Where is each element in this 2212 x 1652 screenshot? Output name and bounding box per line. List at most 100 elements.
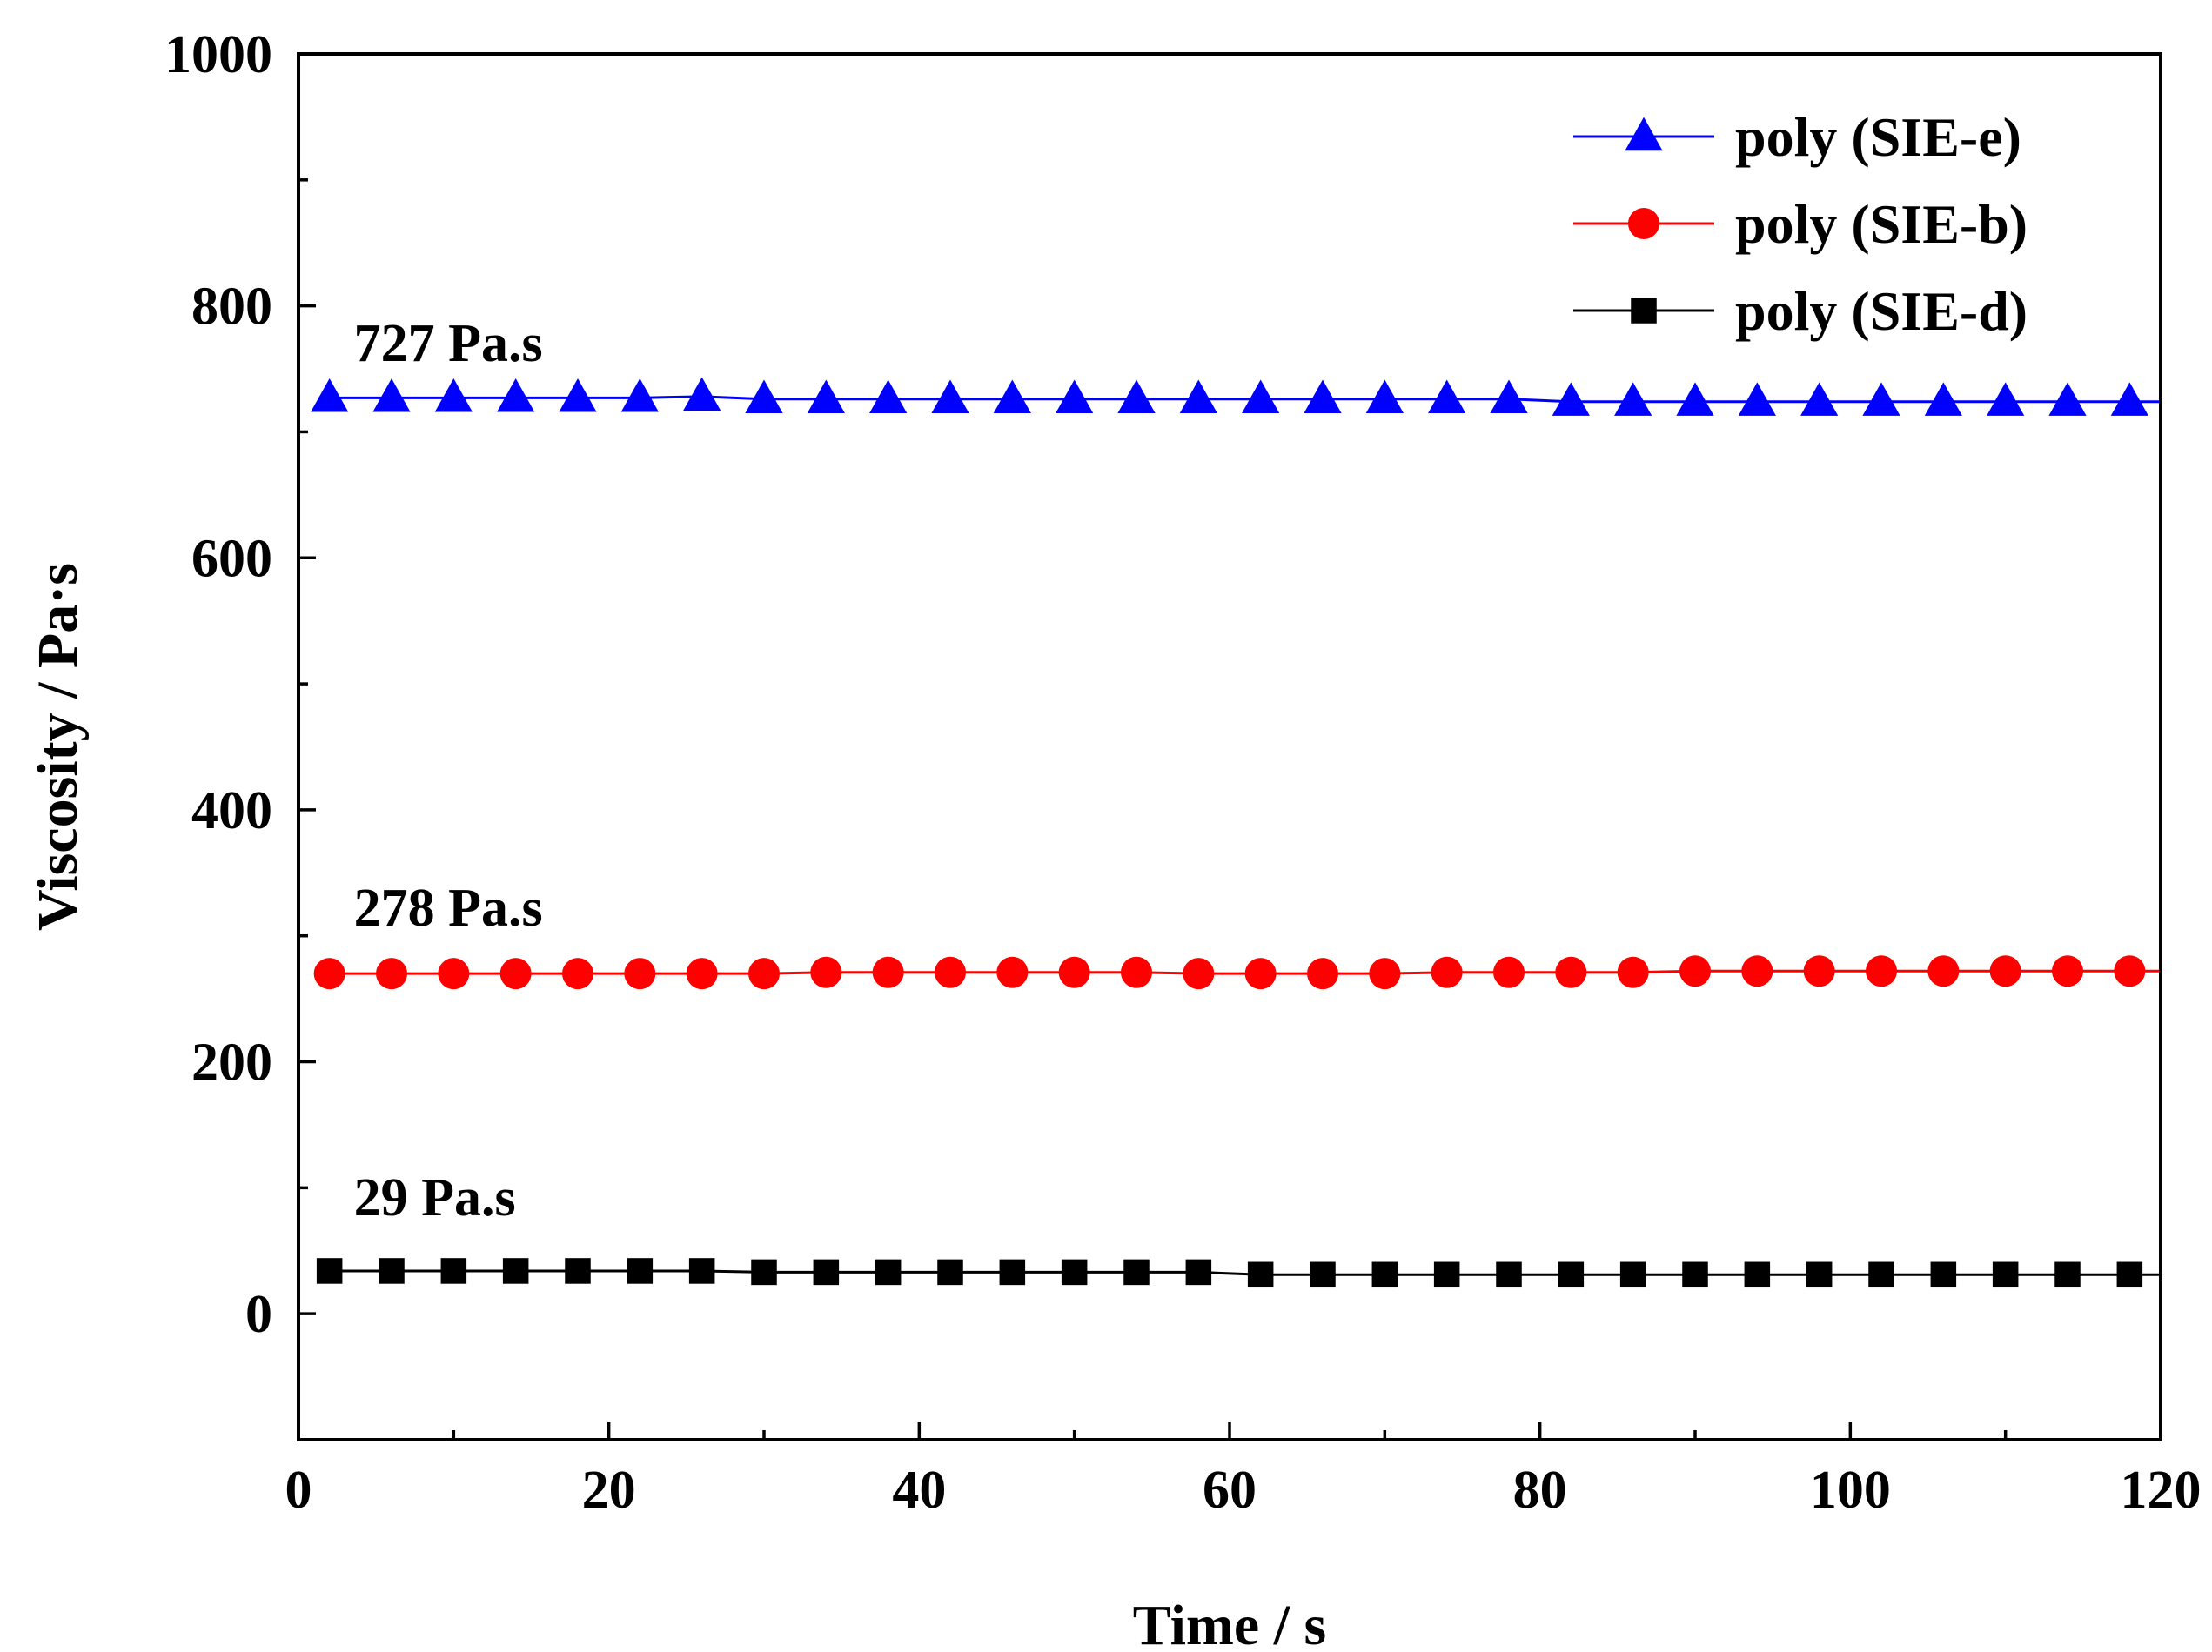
data-point [2110, 382, 2148, 416]
data-point [1428, 379, 1466, 414]
y-tick-label: 0 [245, 1285, 272, 1344]
series-0 [311, 377, 2161, 416]
legend-marker [1628, 208, 1659, 239]
data-point [565, 1258, 591, 1284]
data-point [1682, 1261, 1708, 1288]
data-point [311, 378, 349, 412]
data-point [1924, 382, 1962, 416]
y-tick-label: 600 [191, 529, 272, 588]
series-2 [316, 1258, 2161, 1288]
data-point [1433, 1261, 1460, 1288]
y-tick-label: 1000 [164, 25, 272, 84]
data-point [376, 958, 407, 990]
data-point [1061, 1259, 1088, 1286]
data-point [748, 958, 780, 990]
axes-layer: 0 20 40 60 80 100 120 0 200 400 600 800 1000 [164, 25, 2202, 1520]
value-annotation: 278 Pa.s [354, 879, 543, 938]
data-point [1496, 1261, 1522, 1288]
y-tick-label: 400 [191, 781, 272, 840]
data-point [1619, 1261, 1646, 1288]
data-point [1242, 379, 1280, 414]
legend: poly (SIE-e) poly (SIE-b) poly (SIE-d) [1573, 106, 2028, 342]
data-point [1365, 379, 1404, 414]
data-point [316, 1258, 343, 1284]
data-point [1676, 382, 1714, 416]
value-annotation: 727 Pa.s [354, 314, 543, 373]
data-point [1866, 955, 1897, 987]
data-point [1058, 956, 1090, 988]
data-point [1179, 379, 1217, 414]
data-point [1369, 958, 1401, 990]
data-point [1679, 955, 1711, 987]
data-point [1987, 382, 2025, 416]
series-layer [311, 377, 2161, 1288]
data-point [624, 958, 656, 990]
data-point [1555, 956, 1587, 988]
data-point [875, 1259, 902, 1286]
data-point [1371, 1261, 1398, 1288]
data-point [683, 377, 721, 411]
data-point [869, 379, 908, 414]
data-point [499, 958, 532, 990]
data-point [1490, 379, 1528, 414]
data-point [1123, 1259, 1150, 1286]
data-point [559, 378, 597, 412]
legend-label: poly (SIE-b) [1735, 193, 2028, 255]
data-point [1803, 955, 1835, 987]
x-tick-label: 80 [1513, 1461, 1567, 1520]
value-annotation: 29 Pa.s [354, 1168, 516, 1227]
data-point [2052, 955, 2083, 987]
data-point [434, 378, 473, 412]
data-point [2114, 955, 2146, 987]
data-point [807, 379, 845, 414]
data-point [1992, 1261, 2019, 1288]
x-tick-label: 120 [2121, 1461, 2202, 1520]
data-point [497, 378, 535, 412]
data-point [1862, 382, 1900, 416]
data-point [502, 1258, 529, 1284]
data-point [1738, 382, 1776, 416]
data-point [751, 1259, 777, 1286]
x-tick-label: 20 [582, 1461, 636, 1520]
data-point [440, 1258, 467, 1284]
data-point [1614, 382, 1652, 416]
data-point [1310, 1261, 1336, 1288]
legend-item: poly (SIE-b) [1573, 193, 2028, 255]
data-point [1121, 956, 1152, 988]
data-point [1800, 382, 1839, 416]
legend-marker [1631, 298, 1657, 324]
data-point [745, 379, 783, 414]
data-point [1185, 1259, 1212, 1286]
data-point [1304, 379, 1342, 414]
data-point [1989, 955, 2021, 987]
data-point [1117, 379, 1156, 414]
y-axis-ticks: 0 200 400 600 800 1000 [164, 25, 316, 1441]
data-point [1868, 1261, 1894, 1288]
data-point [313, 958, 345, 990]
data-point [562, 958, 593, 990]
series-1 [313, 955, 2161, 990]
data-point [1183, 958, 1215, 990]
data-point [993, 379, 1031, 414]
x-tick-label: 0 [285, 1461, 312, 1520]
x-tick-label: 40 [892, 1461, 946, 1520]
x-tick-label: 100 [1810, 1461, 1891, 1520]
data-point [1617, 956, 1649, 988]
legend-label: poly (SIE-e) [1735, 106, 2021, 168]
legend-marker [1625, 117, 1663, 151]
data-point [1741, 955, 1773, 987]
data-point [686, 958, 718, 990]
data-point [1493, 956, 1525, 988]
data-point [1307, 958, 1338, 990]
data-point [1927, 955, 1960, 987]
data-point [872, 956, 904, 988]
legend-label: poly (SIE-d) [1735, 280, 2028, 342]
x-axis-ticks: 0 20 40 60 80 100 120 [285, 1422, 2202, 1520]
plot-frame [297, 52, 2162, 1441]
data-point [1244, 958, 1277, 990]
data-point [931, 379, 969, 414]
data-point [1056, 379, 1094, 414]
data-point [1806, 1261, 1833, 1288]
data-point [1431, 956, 1463, 988]
legend-item: poly (SIE-e) [1573, 106, 2021, 168]
